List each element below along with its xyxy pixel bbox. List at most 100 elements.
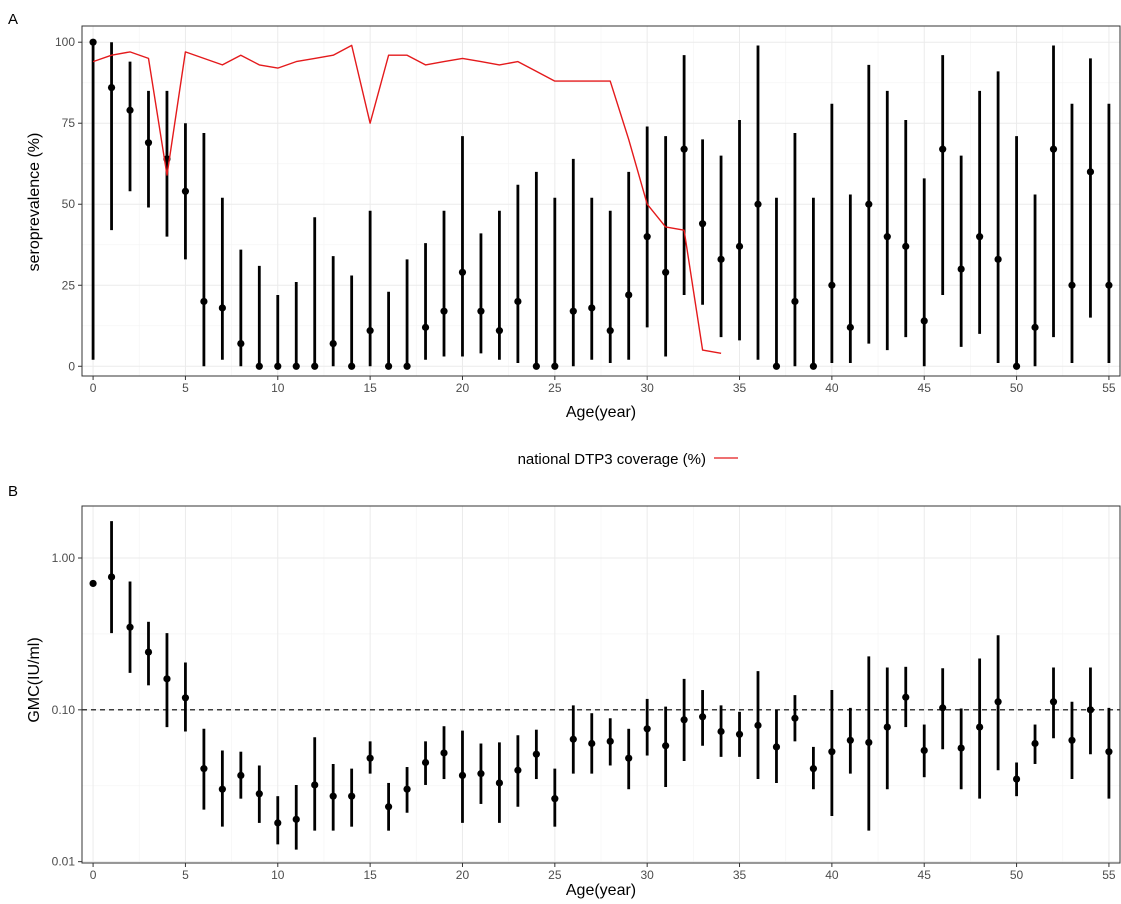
data-point [440,307,448,315]
data-point [477,770,485,778]
x-tick-label: 50 [1010,381,1024,395]
data-point [735,242,744,250]
data-point [181,694,190,702]
data-point [458,268,467,276]
data-point [200,297,208,306]
data-point [200,765,208,773]
x-tick-label: 25 [548,381,562,395]
data-point [828,748,836,756]
data-point [698,220,707,228]
data-point [348,792,356,800]
data-point [1105,281,1113,289]
data-point [1068,736,1076,744]
data-point [588,739,596,748]
data-point [1031,323,1039,331]
y-tick-label: 0.01 [52,855,76,869]
x-tick-label: 40 [825,868,839,882]
data-point [698,713,707,721]
data-point [1049,145,1058,153]
data-point [532,362,540,370]
y-tick-label: 0.10 [52,703,76,717]
panel-a-x-axis-title: Age(year) [566,404,636,421]
panel-b-x-ticks: 0 5 10 15 20 25 30 35 40 45 50 55 [90,863,1116,882]
data-point [89,38,97,46]
data-point [1105,748,1113,756]
data-point [495,779,504,787]
data-point [1031,739,1039,748]
data-point [717,255,725,263]
data-point [292,815,300,823]
data-point [163,675,171,683]
data-point [791,714,799,722]
y-tick-label: 0 [68,359,75,373]
x-tick-label: 35 [733,868,747,882]
data-point [477,307,485,315]
data-point [662,268,670,276]
x-tick-label: 45 [918,381,932,395]
panel-a: 0 5 10 15 20 25 30 35 40 45 50 55 0 25 50 75 100 [55,25,1121,395]
data-point [902,693,910,701]
data-point [551,795,559,803]
data-point [976,233,984,241]
panel-a-x-ticks: 0 5 10 15 20 25 30 35 40 45 50 55 [90,376,1116,395]
data-point [957,265,965,273]
data-point [1086,168,1095,176]
data-point [883,233,891,241]
data-point [311,362,319,370]
data-point [1049,698,1058,706]
data-point [772,362,781,370]
x-tick-label: 30 [640,381,654,395]
data-point [440,749,448,757]
data-point [772,743,781,751]
x-tick-label: 50 [1010,868,1024,882]
data-point [274,819,282,827]
panel-label-b: B [8,483,18,500]
legend: national DTP3 coverage (%) [518,451,738,468]
data-point [366,754,374,762]
data-point [384,362,393,370]
x-tick-label: 35 [733,381,747,395]
legend-label: national DTP3 coverage (%) [518,451,706,468]
x-tick-label: 30 [640,868,654,882]
data-point [662,742,670,750]
y-tick-label: 1.00 [52,551,76,565]
data-point [218,785,226,793]
x-tick-label: 25 [548,868,562,882]
x-tick-label: 40 [825,381,839,395]
panel-b: 0 5 10 15 20 25 30 35 40 45 50 55 0.01 0.10 1.00 [52,505,1121,882]
data-point [514,766,522,774]
data-point [329,339,337,348]
data-point [680,716,688,724]
data-point [181,187,190,195]
data-point [588,304,596,312]
x-tick-label: 15 [363,381,377,395]
data-point [846,323,854,331]
data-point [144,648,153,656]
data-point [680,145,688,153]
data-point [532,750,540,758]
data-point [126,106,134,114]
x-tick-label: 0 [90,868,97,882]
data-point [255,362,263,370]
x-tick-label: 0 [90,381,97,395]
x-tick-label: 55 [1102,381,1116,395]
data-point [791,297,799,306]
panel-b-y-axis-title: GMC(IU/ml) [26,637,43,722]
data-point [994,255,1002,263]
y-tick-label: 25 [62,278,76,292]
data-point [883,723,891,731]
data-point [754,721,762,729]
data-point [865,200,873,208]
data-point [144,139,153,147]
data-point [421,323,430,331]
data-point [735,730,744,738]
x-tick-label: 15 [363,868,377,882]
data-point [551,362,559,370]
panel-a-data [89,38,1113,370]
data-point [107,83,116,92]
data-point [384,803,393,811]
data-point [311,781,319,789]
data-point [754,200,762,208]
data-point [994,698,1002,706]
panel-a-grid [82,26,1120,376]
